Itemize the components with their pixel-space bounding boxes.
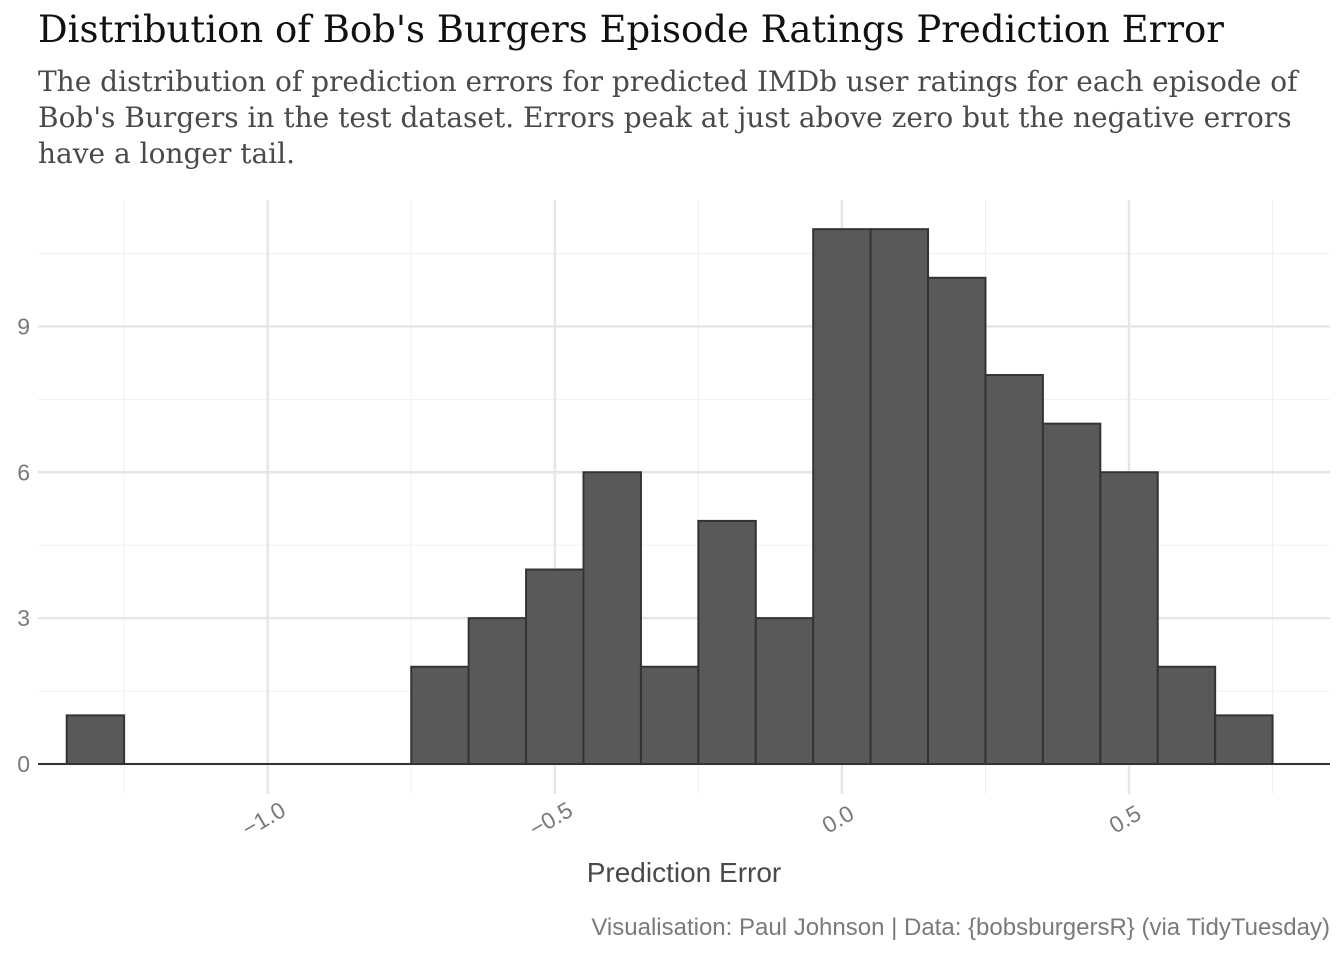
- histogram-bar: [697, 519, 757, 765]
- y-tick-label: 3: [17, 605, 30, 631]
- x-tick-label: −0.5: [525, 796, 577, 841]
- histogram-bar: [582, 471, 642, 765]
- histogram-bar: [467, 617, 528, 766]
- histogram-bar: [410, 665, 470, 765]
- chart-title: Distribution of Bob's Burgers Episode Ra…: [38, 8, 1224, 51]
- x-axis-tick-labels: −1.0 −0.5 0.0 0.5: [238, 796, 1146, 841]
- x-tick-label: −1.0: [238, 796, 290, 841]
- histogram-bar: [1214, 714, 1274, 766]
- y-axis-tick-labels: 0 3 6 9: [17, 313, 30, 777]
- y-tick-label: 0: [17, 751, 30, 777]
- histogram-bar: [927, 276, 987, 765]
- x-tick-label: 0.5: [1105, 800, 1146, 839]
- x-tick-label: 0.0: [818, 800, 859, 839]
- chart-subtitle: The distribution of prediction errors fo…: [38, 65, 1298, 170]
- histogram-bar: [754, 617, 815, 766]
- y-tick-label: 6: [17, 459, 30, 485]
- histogram-bar: [984, 374, 1044, 765]
- histogram-bar: [525, 568, 585, 765]
- histogram-bar: [1099, 471, 1159, 765]
- x-axis-label: Prediction Error: [587, 857, 782, 888]
- histogram-bar: [812, 228, 872, 765]
- y-tick-label: 9: [17, 313, 30, 339]
- histogram-bar: [869, 228, 930, 765]
- histogram-bar: [639, 665, 700, 765]
- histogram-bars: [65, 228, 1274, 766]
- histogram-bar: [1041, 422, 1102, 765]
- histogram-bar: [1156, 665, 1217, 765]
- histogram-bar: [65, 714, 126, 766]
- chart-caption: Visualisation: Paul Johnson | Data: {bob…: [591, 914, 1330, 941]
